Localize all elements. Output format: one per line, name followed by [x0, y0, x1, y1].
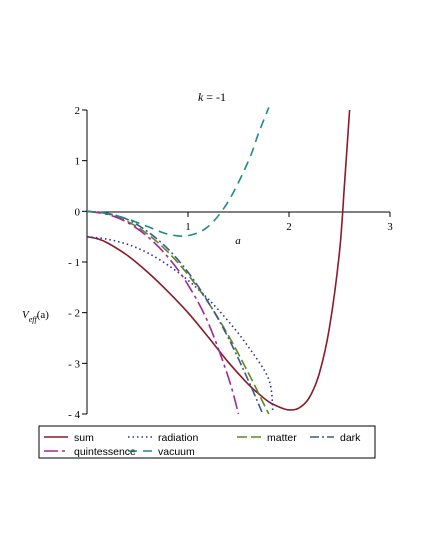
legend-label-dark: dark — [340, 432, 361, 444]
series-line-vacuum — [86, 107, 270, 237]
series-line-quintessence — [86, 210, 240, 415]
series-lines — [86, 107, 351, 415]
y-tick-label: - 2 — [68, 308, 80, 320]
legend: sum radiation matter dark quintessence vacuum — [38, 425, 376, 459]
x-tick-label: 2 — [286, 221, 292, 233]
legend-box — [38, 425, 376, 459]
legend-label-vacuum: vacuum — [158, 446, 195, 458]
y-axis-label-main: V — [22, 309, 30, 321]
y-axis-label-arg: (a) — [37, 309, 50, 321]
y-tick-label: 0 — [75, 206, 81, 218]
legend-label-matter: matter — [267, 432, 297, 444]
series-line-sum — [86, 109, 351, 411]
title-variable: k — [198, 90, 204, 104]
axis-ticks: 1 2 3 2 1 0 - 1 - 2 - 3 - 4 — [68, 105, 393, 421]
y-tick-label: 1 — [75, 156, 81, 168]
x-tick-label: 1 — [185, 221, 191, 233]
y-tick-label: 2 — [75, 105, 81, 117]
x-axis-label: a — [235, 235, 241, 247]
y-tick-label: - 1 — [68, 257, 80, 269]
y-tick-label: - 3 — [68, 358, 80, 370]
chart-title: k = -1 — [198, 90, 226, 104]
legend-label-quintessence: quintessence — [74, 446, 136, 458]
legend-label-radiation: radiation — [158, 432, 198, 444]
y-axis-label-sub: eff — [29, 315, 39, 324]
title-value: = -1 — [203, 90, 226, 104]
series-line-matter — [86, 210, 270, 415]
y-tick-label: - 4 — [68, 409, 80, 421]
y-axis-label: Veff(a) — [22, 309, 49, 324]
x-tick-label: 3 — [387, 221, 393, 233]
legend-label-sum: sum — [74, 432, 94, 444]
